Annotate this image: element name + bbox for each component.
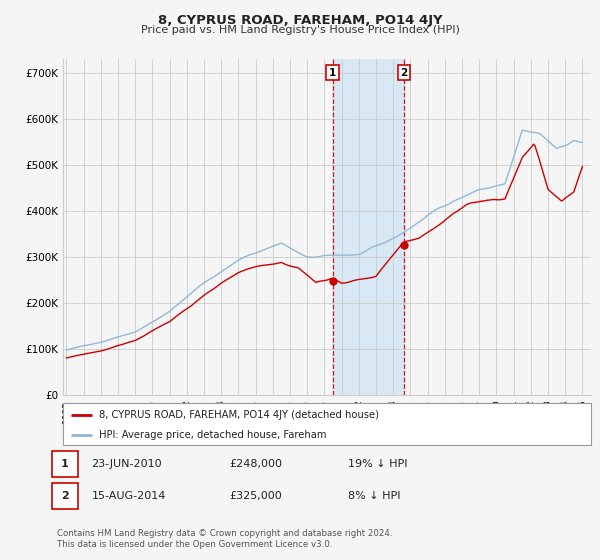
Text: Contains HM Land Registry data © Crown copyright and database right 2024.
This d: Contains HM Land Registry data © Crown c… xyxy=(57,529,392,549)
Text: 19% ↓ HPI: 19% ↓ HPI xyxy=(348,459,407,469)
Text: 8, CYPRUS ROAD, FAREHAM, PO14 4JY: 8, CYPRUS ROAD, FAREHAM, PO14 4JY xyxy=(158,14,442,27)
Text: 2: 2 xyxy=(400,68,407,78)
Text: £325,000: £325,000 xyxy=(229,491,282,501)
Text: 15-AUG-2014: 15-AUG-2014 xyxy=(91,491,166,501)
FancyBboxPatch shape xyxy=(52,451,78,477)
Text: 1: 1 xyxy=(61,459,69,469)
Text: 8, CYPRUS ROAD, FAREHAM, PO14 4JY (detached house): 8, CYPRUS ROAD, FAREHAM, PO14 4JY (detac… xyxy=(99,410,379,420)
Text: 2: 2 xyxy=(61,491,69,501)
Text: HPI: Average price, detached house, Fareham: HPI: Average price, detached house, Fare… xyxy=(99,430,326,440)
FancyBboxPatch shape xyxy=(52,483,78,509)
Text: 1: 1 xyxy=(329,68,336,78)
Text: 8% ↓ HPI: 8% ↓ HPI xyxy=(348,491,401,501)
Bar xyxy=(332,59,404,395)
Text: Price paid vs. HM Land Registry's House Price Index (HPI): Price paid vs. HM Land Registry's House … xyxy=(140,25,460,35)
Text: 23-JUN-2010: 23-JUN-2010 xyxy=(91,459,162,469)
Text: £248,000: £248,000 xyxy=(229,459,282,469)
